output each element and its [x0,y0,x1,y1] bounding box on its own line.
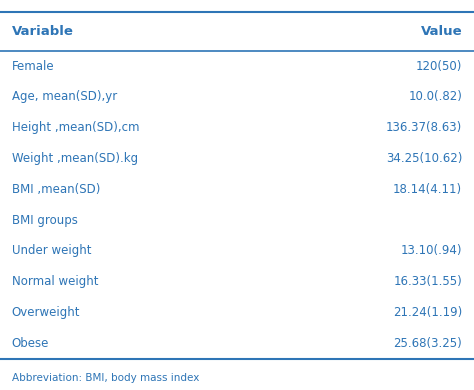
Text: Height ,mean(SD),cm: Height ,mean(SD),cm [12,121,139,134]
Text: 13.10(.94): 13.10(.94) [401,245,462,257]
Text: Overweight: Overweight [12,306,81,319]
Text: 10.0(.82): 10.0(.82) [408,90,462,103]
Text: Value: Value [420,25,462,38]
Text: BMI ,mean(SD): BMI ,mean(SD) [12,183,100,196]
Text: Weight ,mean(SD).kg: Weight ,mean(SD).kg [12,152,138,165]
Text: 34.25(10.62): 34.25(10.62) [386,152,462,165]
Text: Variable: Variable [12,25,74,38]
Text: 120(50): 120(50) [416,60,462,73]
Text: 21.24(1.19): 21.24(1.19) [393,306,462,319]
Text: Obese: Obese [12,337,49,350]
Text: 136.37(8.63): 136.37(8.63) [386,121,462,134]
Text: BMI groups: BMI groups [12,214,78,227]
Text: Female: Female [12,60,55,73]
Text: 16.33(1.55): 16.33(1.55) [393,275,462,288]
Text: Abbreviation: BMI, body mass index: Abbreviation: BMI, body mass index [12,373,199,383]
Text: Age, mean(SD),yr: Age, mean(SD),yr [12,90,117,103]
Text: 25.68(3.25): 25.68(3.25) [393,337,462,350]
Text: Normal weight: Normal weight [12,275,98,288]
Text: 18.14(4.11): 18.14(4.11) [393,183,462,196]
Text: Under weight: Under weight [12,245,91,257]
